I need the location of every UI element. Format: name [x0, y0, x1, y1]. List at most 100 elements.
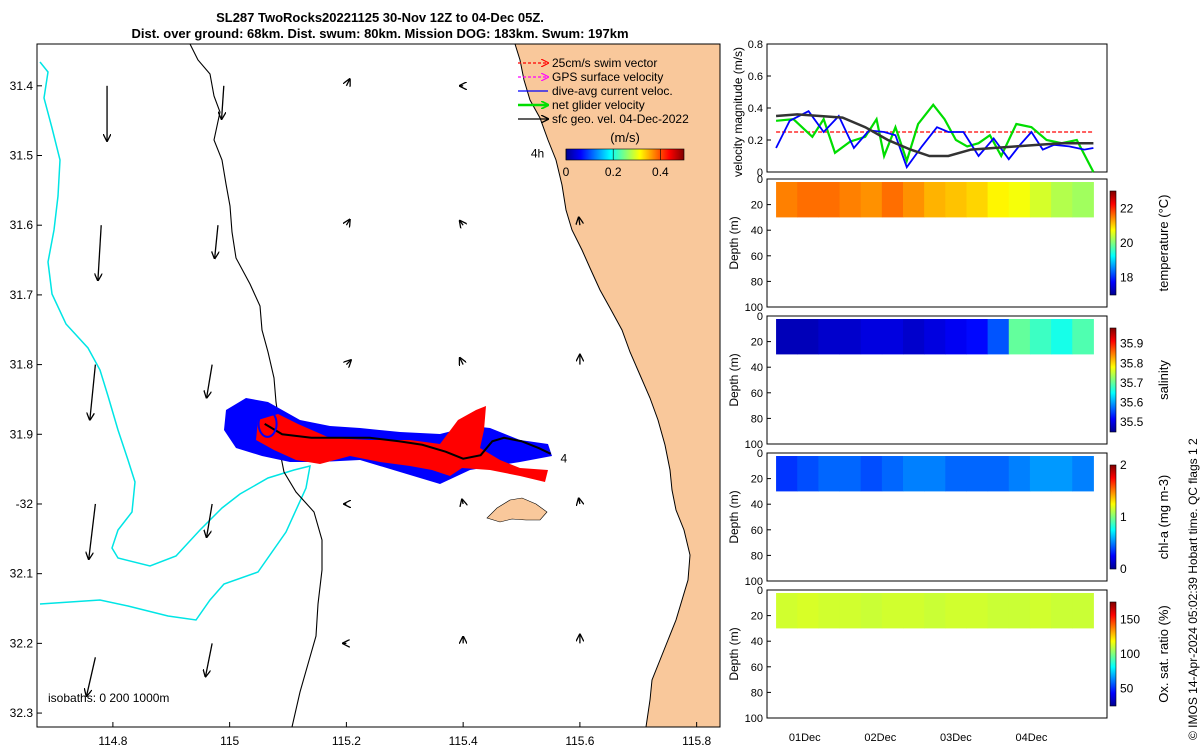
- profile-column: [1072, 182, 1094, 218]
- map-y-tick-label: 31.8: [10, 358, 34, 372]
- profile-y-tick-label: 100: [745, 576, 763, 588]
- profile-y-tick-label: 0: [757, 585, 763, 597]
- map-y-tick-label: 31.9: [10, 427, 34, 441]
- velocity-series-1: [775, 103, 1095, 173]
- profile-column: [1051, 319, 1073, 355]
- isobath-label: isobaths: 0 200 1000m: [48, 691, 169, 705]
- profile-column: [987, 456, 1010, 492]
- profile-column: [966, 456, 989, 492]
- map-x-tick-label: 115.6: [565, 734, 594, 748]
- geo-velocity-arrow: [98, 225, 101, 280]
- profile-colorbar-label: temperature (°C): [1156, 195, 1171, 292]
- profile-y-tick-label: 20: [751, 611, 763, 623]
- isobath-1000m: [39, 61, 311, 621]
- profile-y-tick-label: 40: [751, 636, 763, 648]
- velocity-y-tick-label: 0.6: [748, 71, 763, 83]
- profile-column: [1072, 319, 1094, 355]
- isobath-0m: [514, 44, 691, 727]
- time-x-tick-label: 02Dec: [864, 732, 896, 744]
- profile-colorbar-tick-label: 150: [1120, 612, 1140, 626]
- profile-panel-0: 0 20 40 60 80 100 Depth (m) 18 20 22 temperature (…: [727, 174, 1171, 314]
- map-frame: [36, 43, 721, 728]
- profile-column: [818, 182, 841, 218]
- profile-column: [924, 456, 946, 492]
- map-panel: 4h 4 114.8 115 115.2 115.4 115.6 115.8 31.431…: [10, 43, 721, 748]
- map-x-tick-label: 115.8: [682, 734, 711, 748]
- profile-y-tick-label: 0: [757, 174, 763, 186]
- profile-column: [966, 182, 989, 218]
- profile-column: [860, 456, 883, 492]
- geo-velocity-arrow: [87, 657, 97, 696]
- speed-colorbar-label: (m/s): [610, 130, 640, 145]
- time-x-tick-label: 04Dec: [1016, 732, 1048, 744]
- profile-column: [1051, 593, 1073, 629]
- map-y-tick-label: 31.4: [10, 79, 34, 93]
- profile-colorbar-tick-label: 0: [1120, 562, 1127, 576]
- profile-y-tick-label: 20: [751, 200, 763, 212]
- profile-y-tick-label: 0: [757, 311, 763, 323]
- profile-y-tick-label: 20: [751, 337, 763, 349]
- profile-column: [881, 182, 904, 218]
- geo-velocity-arrow: [215, 225, 218, 258]
- profile-column: [839, 182, 862, 218]
- profile-column: [881, 456, 904, 492]
- profile-colorbar: [1109, 327, 1117, 433]
- profile-colorbar: [1109, 190, 1117, 296]
- profile-column: [818, 319, 841, 355]
- profile-column: [797, 319, 819, 355]
- geo-velocity-arrow: [346, 220, 349, 226]
- track-label-end: 4: [561, 452, 568, 466]
- geo-velocity-arrow: [460, 358, 463, 365]
- glider-track-line: [264, 422, 552, 460]
- map-legend: 25cm/s swim vector GPS surface velocity …: [518, 56, 689, 126]
- glider-track: [257, 409, 552, 460]
- geo-velocity-arrow: [207, 364, 213, 398]
- profile-column: [776, 319, 798, 355]
- profile-y-tick-label: 0: [757, 448, 763, 460]
- profile-column: [903, 319, 925, 355]
- profile-column: [1008, 593, 1031, 629]
- speed-colorbar-tick-label: 0.2: [605, 165, 622, 179]
- profile-colorbar-label: salinity: [1156, 360, 1171, 400]
- profile-column: [924, 319, 946, 355]
- geo-velocity-arrow: [206, 643, 213, 676]
- profile-column: [818, 456, 841, 492]
- profile-column: [924, 182, 946, 218]
- geo-velocity-arrow: [207, 503, 213, 537]
- profile-column: [1029, 182, 1052, 218]
- track-label-start: 4h: [531, 147, 544, 161]
- profile-y-label: Depth (m): [727, 490, 741, 543]
- speed-colorbar-tick-label: 0.4: [652, 165, 669, 179]
- profile-column: [1008, 182, 1031, 218]
- profile-colorbar-label: chl-a (mg m-3): [1156, 475, 1171, 560]
- profile-column: [1072, 593, 1094, 629]
- profile-y-tick-label: 80: [751, 550, 763, 562]
- profile-colorbar-tick-label: 18: [1120, 271, 1134, 285]
- figure-title-line2: Dist. over ground: 68km. Dist. swum: 80k…: [131, 26, 629, 41]
- profile-colorbar-tick-label: 22: [1120, 201, 1134, 215]
- map-x-tick-label: 115.4: [449, 734, 478, 748]
- velocity-y-tick-label: 0: [757, 167, 763, 179]
- profile-column: [945, 593, 967, 629]
- profile-colorbar-tick-label: 35.9: [1120, 337, 1144, 351]
- profile-panel-2: 0 20 40 60 80 100 Depth (m) 0 1 2 chl-a (mg m-3): [727, 448, 1171, 588]
- profile-column: [1029, 593, 1052, 629]
- map-y-tick-label: 32.1: [10, 567, 34, 581]
- geo-velocity-arrow: [460, 221, 463, 225]
- geo-velocity-field: [87, 79, 580, 696]
- profile-y-tick-label: 100: [745, 439, 763, 451]
- profile-y-tick-label: 40: [751, 499, 763, 511]
- geo-velocity-arrow: [346, 79, 349, 86]
- profile-column: [1008, 319, 1031, 355]
- map-y-tick-label: 32.2: [10, 636, 34, 650]
- time-x-tick-label: 01Dec: [789, 732, 821, 744]
- profile-column: [945, 182, 967, 218]
- velocity-series-2: [775, 110, 1094, 170]
- legend-geo-velocity: sfc geo. vel. 04-Dec-2022: [552, 112, 689, 126]
- profile-column: [987, 593, 1010, 629]
- profile-column: [860, 593, 883, 629]
- legend-dive-current: dive-avg current veloc.: [552, 84, 673, 98]
- profile-column: [945, 319, 967, 355]
